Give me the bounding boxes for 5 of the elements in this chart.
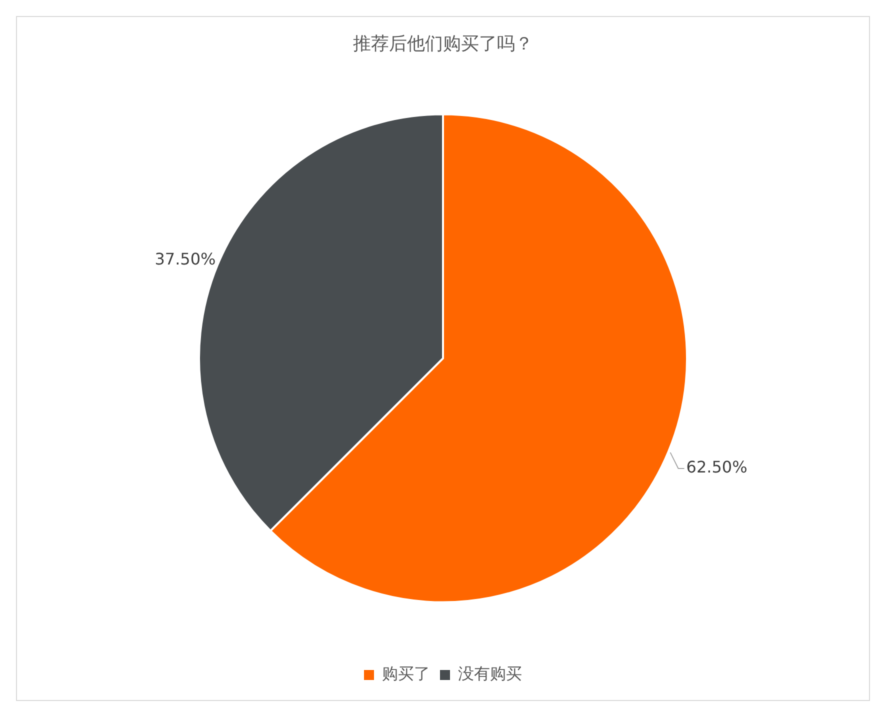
legend-label: 购买了 <box>382 664 430 684</box>
data-label: 37.50% <box>154 249 216 268</box>
chart-title: 推荐后他们购买了吗？ <box>353 33 533 54</box>
data-label: 62.50% <box>686 458 748 477</box>
legend-label: 没有购买 <box>458 664 522 684</box>
